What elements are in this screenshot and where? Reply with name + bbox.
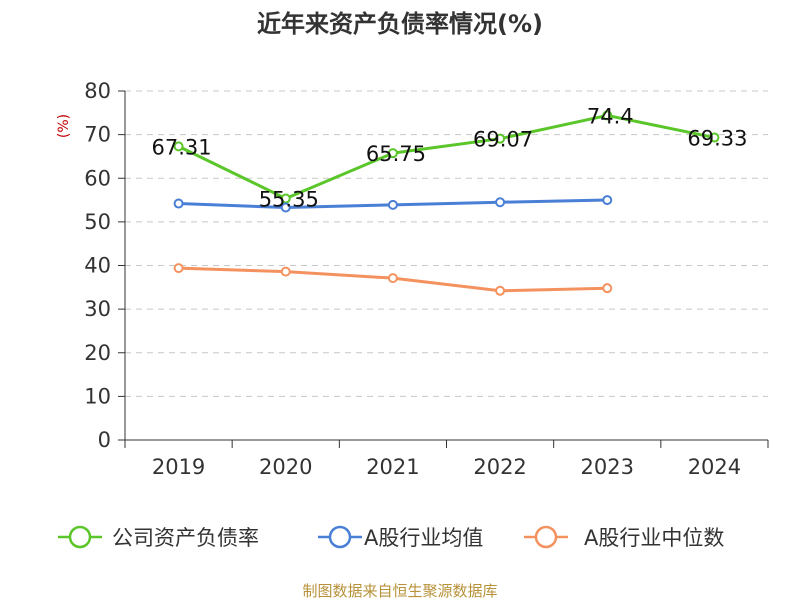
data-point	[173, 263, 184, 274]
y-tick-label: 0	[98, 428, 111, 452]
data-point	[495, 197, 506, 208]
data-point	[602, 283, 613, 294]
data-point	[602, 110, 613, 121]
data-point	[280, 202, 291, 213]
legend: 公司资产负债率 A股行业均值 A股行业中位数	[58, 525, 724, 550]
legend-label: A股行业中位数	[584, 526, 724, 550]
data-label: 74.4	[587, 104, 634, 128]
y-tick-label: 70	[84, 123, 111, 147]
data-point	[387, 148, 398, 159]
y-tick-label: 10	[84, 384, 111, 408]
data-point	[387, 199, 398, 210]
data-label: 67.31	[152, 135, 212, 159]
source-note: 制图数据来自恒生聚源数据库	[302, 582, 497, 600]
y-tick-label: 30	[84, 297, 111, 321]
data-label: 55.35	[259, 188, 319, 212]
y-tick-label: 20	[84, 341, 111, 365]
legend-item-0[interactable]: 公司资产负债率	[58, 525, 259, 550]
grid-lines	[125, 90, 768, 397]
legend-label: 公司资产负债率	[112, 526, 259, 550]
y-tick-label: 80	[84, 79, 111, 103]
data-label: 69.07	[473, 128, 533, 152]
x-tick-label: 2021	[366, 455, 419, 479]
y-tick-label: 40	[84, 254, 111, 278]
legend-item-2[interactable]: A股行业中位数	[524, 525, 724, 550]
data-point	[495, 285, 506, 296]
x-tick-label: 2023	[581, 455, 634, 479]
data-label: 69.33	[687, 127, 747, 151]
data-point	[387, 273, 398, 284]
series-lines	[173, 110, 720, 296]
data-point	[495, 133, 506, 144]
data-point	[280, 266, 291, 277]
x-tick-label: 2020	[259, 455, 312, 479]
legend-label: A股行业均值	[364, 526, 483, 550]
y-axis-unit: (%)	[56, 114, 72, 138]
data-point	[602, 195, 613, 206]
data-label: 65.75	[366, 142, 426, 166]
data-labels: 67.31 55.35 65.75 69.07 74.4 69.33	[152, 104, 748, 211]
axes: 0 10 20 30 40 50 60 70 80 2019 2020 2021 2022 2023 202…	[84, 79, 769, 479]
legend-swatch-marker	[328, 525, 352, 549]
x-tick-label: 2019	[152, 455, 205, 479]
series-line-0	[177, 113, 715, 201]
x-tick-label: 2024	[688, 455, 741, 479]
legend-item-1[interactable]: A股行业均值	[318, 525, 483, 550]
data-point	[173, 141, 184, 152]
data-point	[173, 198, 184, 209]
x-tick-label: 2022	[473, 455, 526, 479]
y-tick-label: 60	[84, 166, 111, 190]
y-tick-label: 50	[84, 210, 111, 234]
chart-title: 近年来资产负债率情况(%)	[257, 10, 543, 38]
legend-swatch-marker	[68, 525, 92, 549]
legend-swatch-marker	[534, 525, 558, 549]
data-point	[709, 132, 720, 143]
